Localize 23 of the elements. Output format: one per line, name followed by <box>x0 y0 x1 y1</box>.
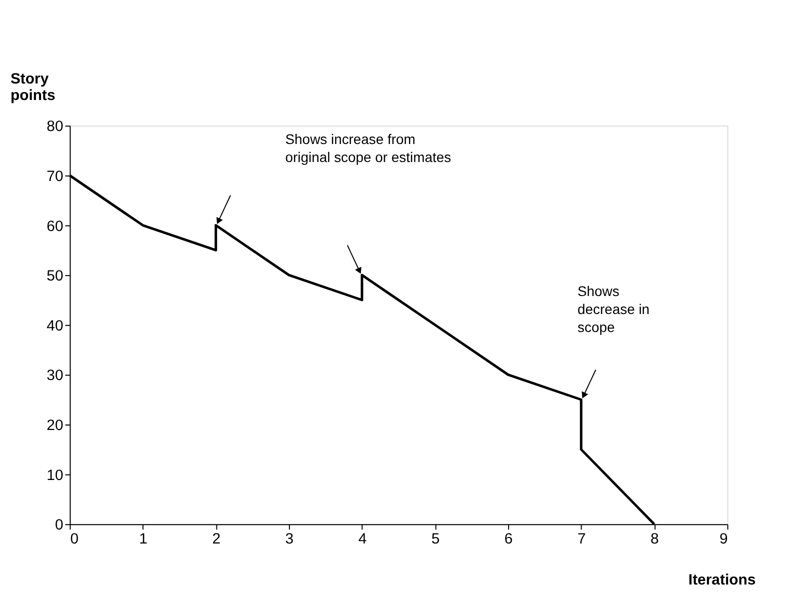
y-tick-label: 0 <box>54 516 64 534</box>
x-tick-label: 5 <box>431 530 440 548</box>
x-tick-label: 8 <box>650 530 659 548</box>
x-tick-label: 9 <box>719 530 728 548</box>
y-tick-label: 40 <box>46 317 64 334</box>
x-tick-label: 2 <box>212 530 221 548</box>
x-tick-label: 7 <box>577 530 586 548</box>
y-tick-label: 30 <box>46 367 64 384</box>
x-tick-label: 3 <box>285 530 294 548</box>
x-tick-label: 4 <box>358 530 367 548</box>
x-tick-label: 0 <box>70 530 79 548</box>
y-tick-label: 60 <box>46 218 64 235</box>
y-axis-title: Story points <box>10 70 56 104</box>
y-tick-label: 70 <box>46 168 64 185</box>
y-tick-label: 50 <box>46 268 64 285</box>
y-tick-label: 80 <box>46 118 64 136</box>
x-tick-label: 6 <box>504 530 513 548</box>
x-tick-label: 1 <box>139 530 148 548</box>
annotation: Shows increase from original scope or estimates <box>285 131 452 166</box>
y-tick-label: 20 <box>46 417 64 434</box>
annotation: Shows decrease in scope <box>578 283 650 335</box>
x-axis-title: Iterations <box>688 571 756 588</box>
y-tick-label: 10 <box>46 466 64 484</box>
